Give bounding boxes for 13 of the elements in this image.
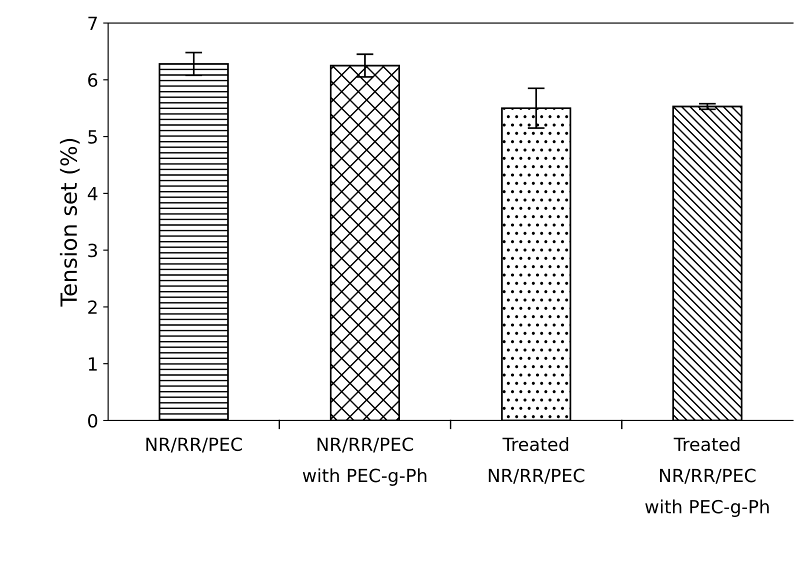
y-tick-label: 5 — [88, 130, 97, 144]
y-tick-label: 0 — [88, 414, 98, 428]
x-tick-label: Treated NR/RR/PEC — [488, 437, 584, 484]
y-tick-label: 4 — [88, 187, 98, 200]
x-tick-label: Treated NR/RR/PEC with PEC-g-Ph — [645, 437, 769, 518]
y-tick-label: 6 — [88, 73, 98, 87]
y-tick-label: 2 — [88, 300, 97, 314]
y-tick-label: 7 — [88, 16, 97, 30]
x-tick-label: NR/RR/PEC with PEC-g-Ph — [302, 437, 426, 486]
y-tick-label: 1 — [88, 357, 97, 371]
y-axis-title: Tension set (%) — [60, 138, 80, 307]
x-tick-label: NR/RR/PEC — [146, 437, 242, 453]
y-tick-label: 3 — [88, 244, 97, 258]
